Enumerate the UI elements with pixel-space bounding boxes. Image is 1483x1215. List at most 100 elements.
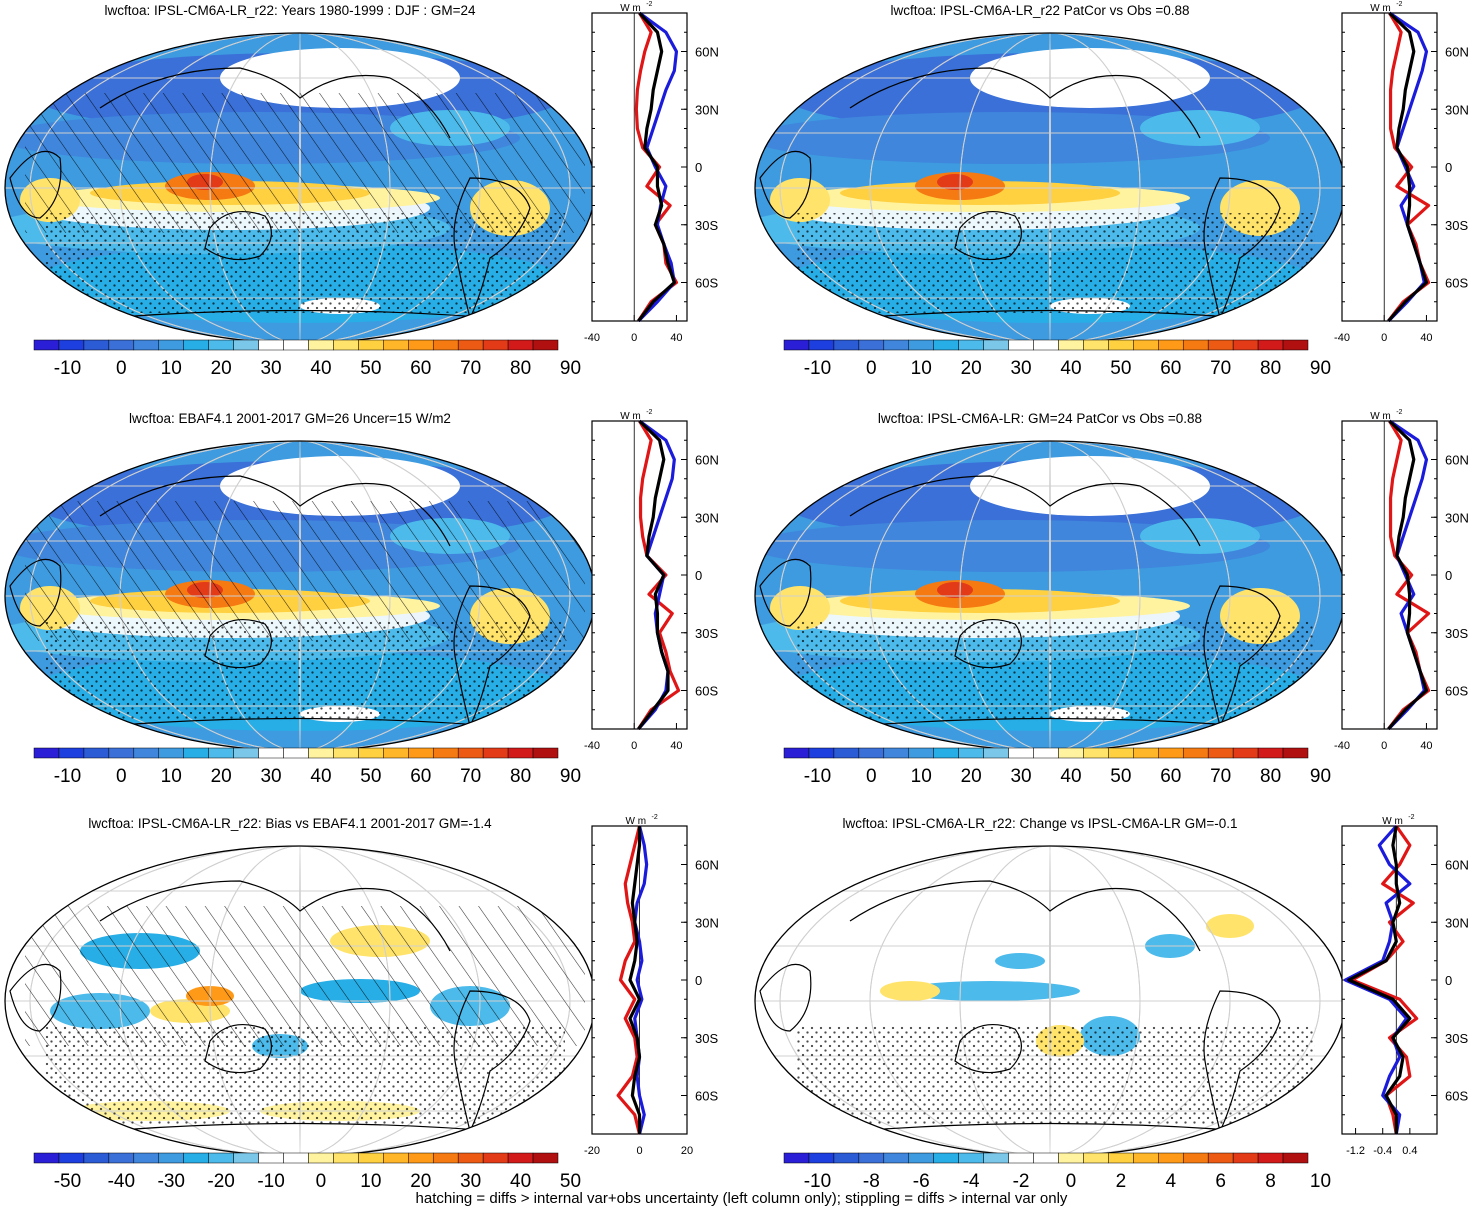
colorbar-label: 50 [1110,766,1131,787]
map-coastline [954,618,1022,669]
map-coastline [1203,585,1281,728]
colorbar-swatch [482,1152,509,1164]
colorbar: -10 -8 -6 -4 -2 0 2 4 6 8 10 [783,1152,1331,1192]
map-coastline [204,210,272,261]
colorbar-label: 40 [310,358,331,379]
colorbar-label: 60 [1160,766,1181,787]
profile-x-label: -40 [584,332,600,344]
profile-lat-label: 60S [695,1089,718,1104]
colorbar-label: 90 [1310,766,1331,787]
colorbar-swatch [783,747,810,759]
map-panel-5: lwcftoa: IPSL-CM6A-LR_r22: Bias vs EBAF4… [4,816,596,1192]
map-panel-6: lwcftoa: IPSL-CM6A-LR_r22: Change vs IPS… [754,816,1346,1192]
profile-lat-label: 60N [695,45,719,60]
colorbar-label: 70 [460,358,481,379]
longitude-line [869,441,1231,751]
colorbar-label: 50 [1110,358,1131,379]
map-field [5,441,595,751]
profile-lat-label: 0 [695,973,702,988]
colorbar-label: 60 [410,766,431,787]
profile-lat-label: 30N [695,102,719,117]
zonal-profile-3: 60N 30N 0 30S 60S -40 0 40 W m -2 [584,409,719,752]
zonal-profile-4: 60N 30N 0 30S 60S -40 0 40 W m -2 [1334,409,1469,752]
colorbar-swatch [1033,747,1059,759]
colorbar-swatch [1282,1152,1309,1164]
colorbar-swatch [1257,747,1284,759]
map-coastline [453,990,531,1133]
map-coastline [9,558,62,627]
colorbar-swatch [108,339,135,351]
colorbar-label: 30 [260,358,281,379]
colorbar-swatch [532,339,559,351]
profile-mean-line [1387,419,1429,731]
colorbar-label: 0 [316,1171,327,1192]
colorbar-swatch [457,747,484,759]
colorbar-swatch [258,1152,284,1164]
colorbar-swatch [408,747,434,759]
map-title: lwcftoa: IPSL-CM6A-LR_r22: Change vs IPS… [842,816,1237,831]
longitude-line [959,441,1141,751]
colorbar-swatch [908,747,934,759]
colorbar-swatch [1058,1152,1084,1164]
profile-x-label: -1.2 [1346,1145,1365,1157]
longitude-line [959,846,1141,1156]
map-title: lwcftoa: IPSL-CM6A-LR: GM=24 PatCor vs O… [878,411,1202,426]
map-coastline [204,618,272,669]
longitude-line [869,33,1231,343]
colorbar-swatch [258,339,284,351]
colorbar-swatch [1108,1152,1134,1164]
colorbar-label: 10 [161,358,182,379]
stippling [795,621,1315,721]
profile-x-label: 40 [1420,740,1432,752]
profile-lat-label: 60S [1445,276,1468,291]
map-field [5,33,595,343]
colorbar-label: 20 [961,766,982,787]
colorbar-label: 20 [961,358,982,379]
colorbar-swatch [58,1152,85,1164]
colorbar-swatch [858,747,885,759]
colorbar-swatch [983,747,1009,759]
longitude-line [779,846,1321,1156]
profile-x-label: -0.4 [1373,1145,1392,1157]
colorbar-swatch [432,339,459,351]
colorbar: -50 -40 -30 -20 -10 0 10 20 30 40 50 [33,1152,581,1192]
colorbar-swatch [1232,1152,1259,1164]
colorbar-swatch [908,1152,934,1164]
profile-lat-label: 60N [1445,858,1469,873]
colorbar-swatch [808,339,835,351]
colorbar-swatch [183,1152,209,1164]
colorbar-label: 20 [410,1171,431,1192]
colorbar-label: 4 [1165,1171,1176,1192]
profile-x-label: 0 [1381,332,1387,344]
colorbar-swatch [482,747,509,759]
colorbar-swatch [1083,339,1109,351]
colorbar-swatch [33,747,60,759]
colorbar-swatch [133,1152,160,1164]
colorbar-label: -6 [913,1171,930,1192]
colorbar-label: 40 [1060,358,1081,379]
map-coastline [954,210,1022,261]
colorbar-swatch [1158,339,1184,351]
colorbar-label: 10 [161,766,182,787]
colorbar-swatch [883,1152,910,1164]
profile-x-label: 0 [636,1145,642,1157]
map-title: lwcftoa: IPSL-CM6A-LR_r22: Bias vs EBAF4… [88,816,492,831]
colorbar-label: -10 [54,766,81,787]
colorbar-swatch [83,339,110,351]
map-title: lwcftoa: IPSL-CM6A-LR_r22 PatCor vs Obs … [891,3,1190,18]
profile-unit-exponent: -2 [646,409,652,416]
map-panel-3: lwcftoa: EBAF4.1 2001-2017 GM=26 Uncer=1… [4,411,596,787]
colorbar-swatch [158,747,184,759]
colorbar-swatch [233,747,259,759]
colorbar-swatch [432,1152,459,1164]
colorbar-label: 10 [911,358,932,379]
colorbar-label: -10 [804,1171,831,1192]
colorbar-swatch [432,747,459,759]
profile-x-label: -40 [584,740,600,752]
colorbar-swatch [1033,1152,1059,1164]
colorbar-swatch [133,339,160,351]
colorbar-swatch [507,1152,534,1164]
colorbar-label: 90 [1310,358,1331,379]
colorbar-label: 30 [260,766,281,787]
map-coastline [453,585,531,728]
